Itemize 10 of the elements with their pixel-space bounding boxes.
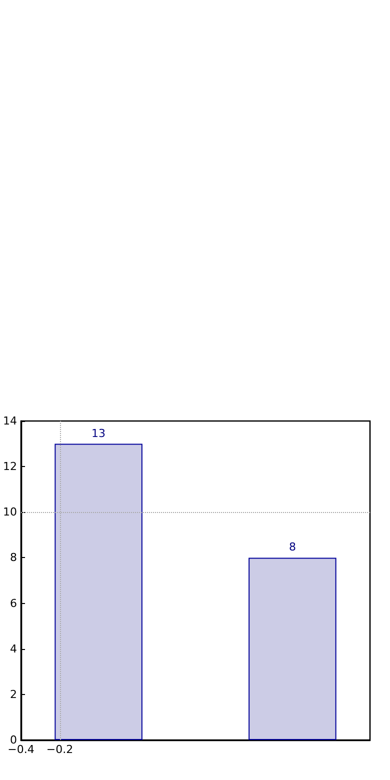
y-tick-label: 10 (2, 506, 17, 519)
y-tick-label: 8 (10, 551, 17, 564)
data-label: 13 (92, 426, 106, 440)
data-label: 8 (288, 540, 296, 554)
y-tick-label: 14 (2, 414, 17, 428)
x-tick-label: −0.2 (46, 743, 74, 756)
y-tick-label: 12 (2, 460, 17, 474)
y-tick-label: 2 (10, 688, 17, 701)
y-tick-label: 6 (10, 596, 17, 610)
y-tick-label: 4 (10, 642, 17, 656)
